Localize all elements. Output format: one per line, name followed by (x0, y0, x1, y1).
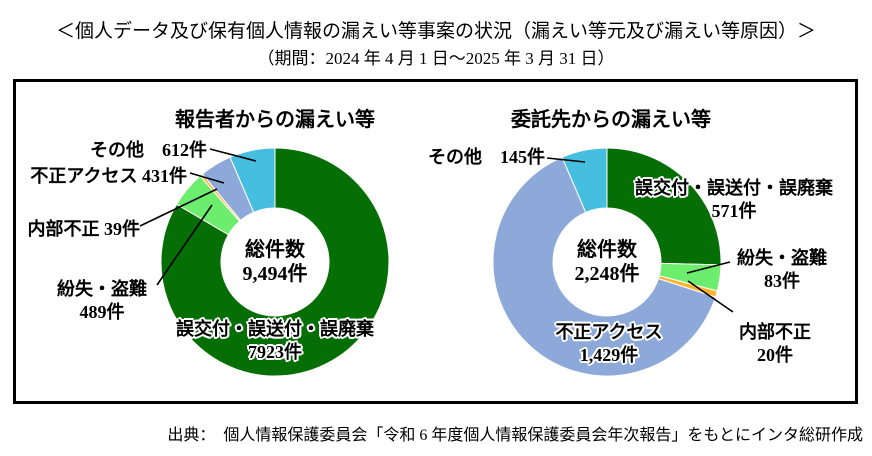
donut-segment (160, 147, 390, 377)
page-subtitle: （期間：2024 年 4 月 1 日～2025 年 3 月 31 日） (257, 49, 615, 68)
callout-leader-line (546, 157, 586, 163)
donut-charts-svg (139, 147, 734, 377)
callout-label-unauthorized-access-left: 不正アクセス 431件 (30, 166, 187, 186)
callout-leader-line (189, 172, 225, 184)
inside-label-misdelivery-left: 誤交付・誤送付・誤廃棄 7923件 (176, 319, 374, 362)
right-chart-title: 委託先からの漏えい等 (511, 109, 711, 131)
center-total-right: 総件数 2,248件 (574, 239, 640, 285)
chart-panel: 報告者からの漏えい等 その他 612件 不正アクセス 431件 内部不正 39件… (13, 79, 858, 404)
inside-label-unauthorized-access-right: 不正アクセス 1,429件 (555, 322, 663, 365)
callout-leader-line (686, 261, 731, 274)
callout-label-other-left: その他 612件 (90, 140, 207, 160)
callout-leader-line (156, 204, 213, 286)
left-chart-title: 報告者からの漏えい等 (175, 109, 375, 131)
donut-segment (561, 147, 608, 214)
page-title: ＜個人データ及び保有個人情報の漏えい等事案の状況（漏えい等元及び漏えい等原因）＞ (55, 21, 816, 42)
callout-label-internal-fraud-right: 内部不正 20件 (739, 322, 811, 365)
inside-label-misdelivery-right: 誤交付・誤送付・誤廃棄 571件 (635, 178, 833, 221)
donut-segment (229, 147, 276, 214)
callout-label-loss-theft-left: 紛失・盗難 489件 (57, 279, 147, 322)
callout-label-internal-fraud-left: 内部不正 39件 (27, 219, 141, 239)
donut-segment (492, 156, 717, 377)
callout-label-loss-theft-right: 紛失・盗難 83件 (737, 248, 827, 291)
source-note: 出典： 個人情報保護委員会「令和 6 年度個人情報保護委員会年次報告」をもとにイ… (167, 427, 863, 444)
callout-leader-line (139, 188, 218, 227)
center-total-left: 総件数 9,494件 (242, 239, 308, 285)
callout-leader-line (209, 148, 257, 162)
donut-segment (606, 147, 722, 266)
callout-label-other-right: その他 145件 (428, 147, 545, 167)
callout-leader-line (687, 280, 734, 313)
